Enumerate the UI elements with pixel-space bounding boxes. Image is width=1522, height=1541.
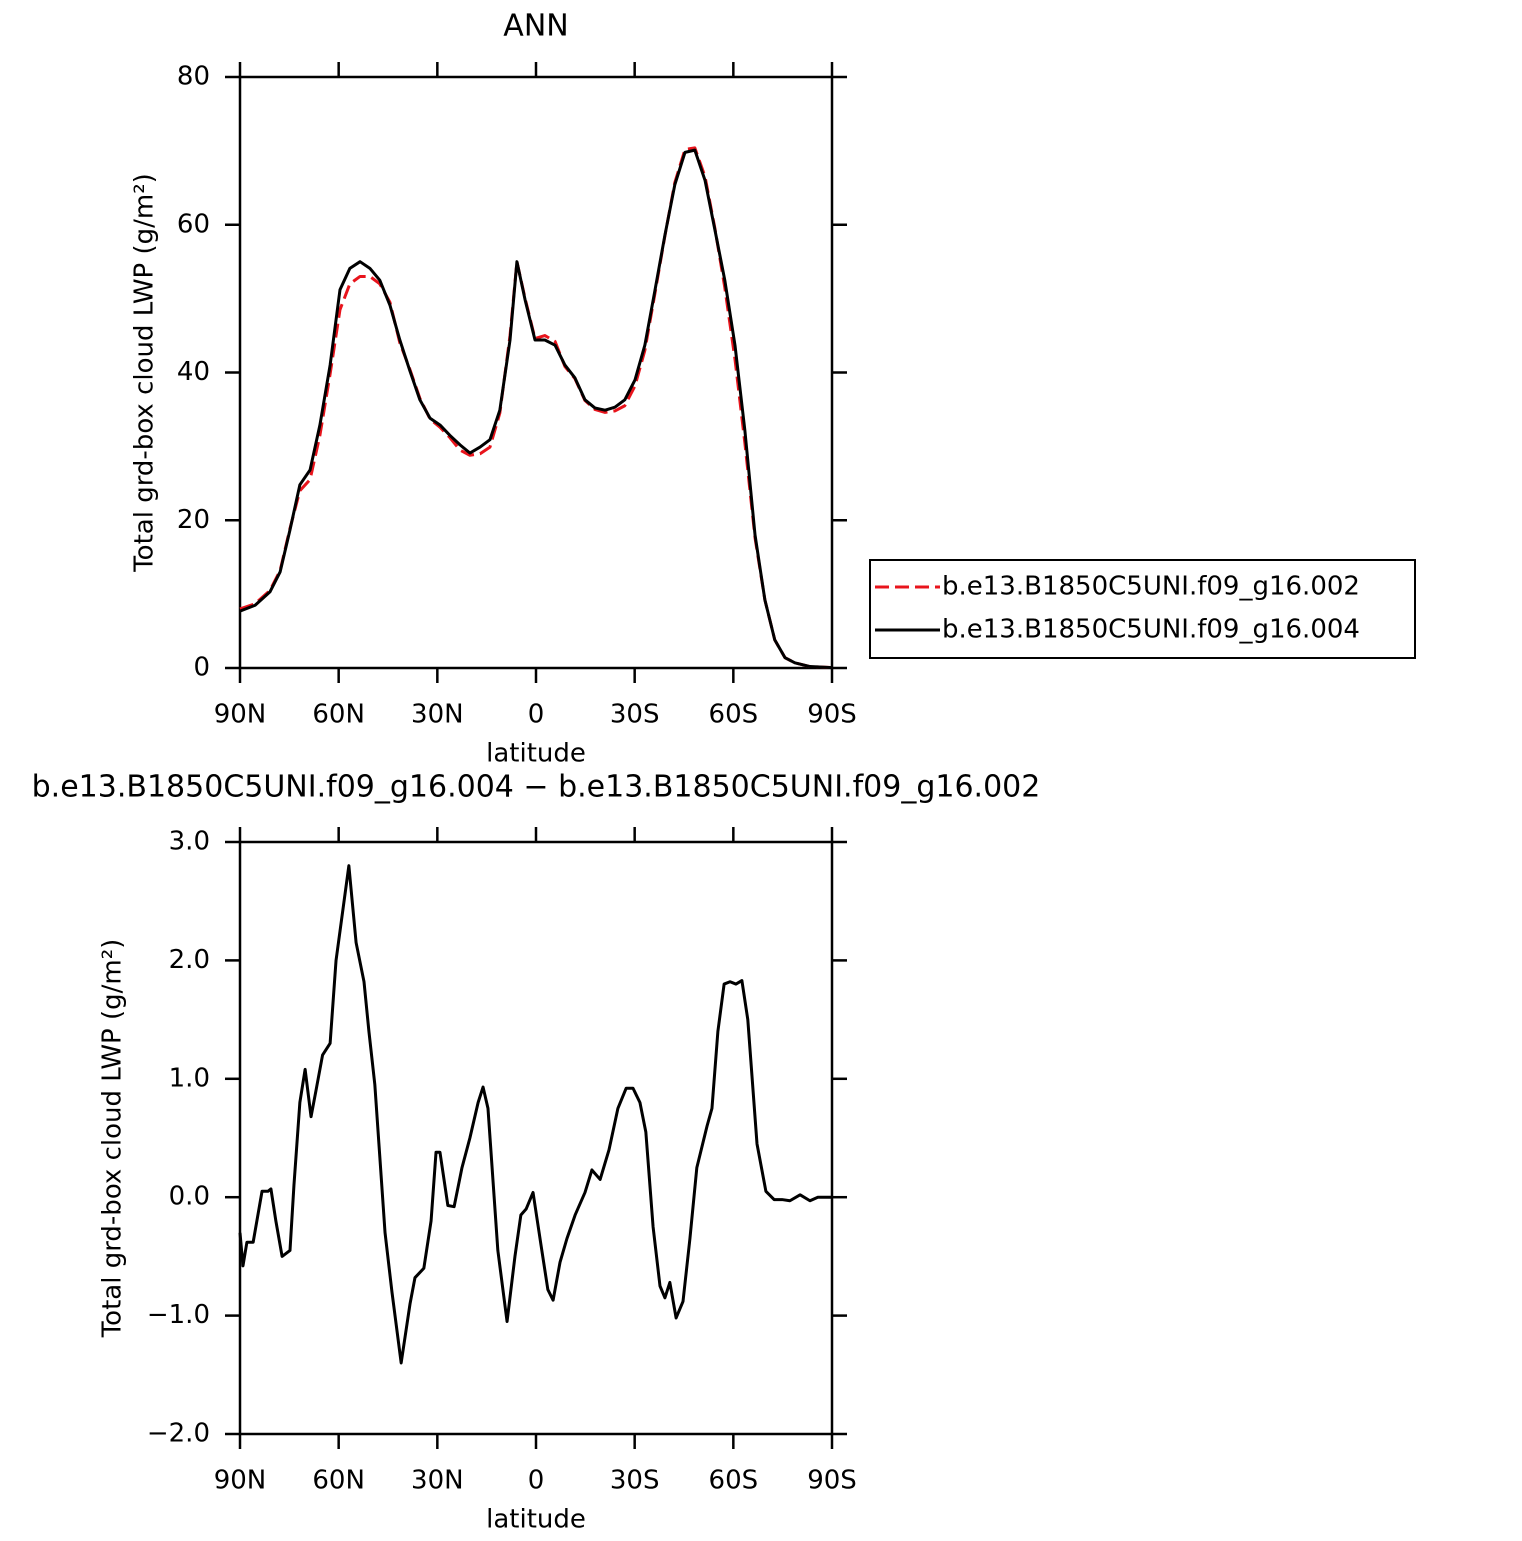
x-tick-label: 90N (214, 1466, 267, 1496)
y-axis-label: Total grd-box cloud LWP (g/m²) (130, 173, 160, 573)
y-tick-label: 0 (193, 653, 210, 683)
x-axis-label: latitude (486, 739, 586, 769)
x-tick-label: 0 (528, 700, 545, 730)
x-tick-label: 60N (312, 700, 365, 730)
x-tick-label: 30N (411, 700, 464, 730)
x-tick-label: 60N (312, 1466, 365, 1496)
y-tick-label: 1.0 (169, 1063, 210, 1093)
y-tick-label: 80 (177, 62, 210, 92)
data-line (238, 864, 832, 1365)
x-tick-label: 30S (610, 1466, 660, 1496)
y-axis-label: Total grd-box cloud LWP (g/m²) (98, 939, 128, 1339)
y-tick-label: 2.0 (169, 945, 210, 975)
chart-title: b.e13.B1850C5UNI.f09_g16.004 − b.e13.B18… (32, 770, 1041, 805)
legend-label: b.e13.B1850C5UNI.f09_g16.004 (942, 615, 1360, 645)
y-tick-label: 3.0 (169, 827, 210, 857)
y-tick-label: −1.0 (147, 1300, 210, 1330)
x-tick-label: 90S (807, 1466, 857, 1496)
x-tick-label: 90N (214, 700, 267, 730)
y-tick-label: 20 (177, 505, 210, 535)
x-tick-label: 60S (709, 700, 759, 730)
plot-frame (238, 840, 834, 1436)
data-line (239, 148, 833, 670)
x-tick-label: 30N (411, 1466, 464, 1496)
y-tick-label: 40 (177, 357, 210, 387)
legend-label: b.e13.B1850C5UNI.f09_g16.002 (942, 572, 1360, 602)
x-tick-label: 0 (528, 1466, 545, 1496)
y-tick-label: 60 (177, 209, 210, 239)
x-tick-label: 60S (709, 1466, 759, 1496)
x-tick-label: 30S (610, 700, 660, 730)
legend-box (869, 559, 1416, 659)
x-axis-label: latitude (486, 1505, 586, 1535)
chart-title: ANN (503, 9, 568, 44)
y-tick-label: 0.0 (169, 1182, 210, 1212)
x-tick-label: 90S (807, 700, 857, 730)
y-tick-label: −2.0 (147, 1419, 210, 1449)
